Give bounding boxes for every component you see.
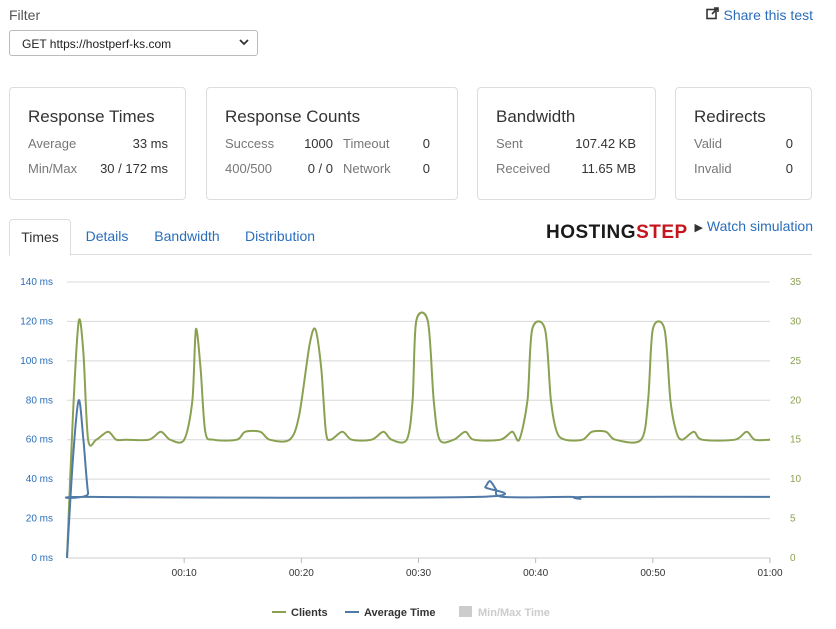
minmax-label: Min/Max [28,161,78,176]
endpoint-select-value: GET https://hostperf-ks.com [22,37,172,51]
y-left-tick-label: 0 ms [31,553,53,564]
bandwidth-card: Bandwidth Sent 107.42 KB Received 11.65 … [477,87,656,200]
sent-value: 107.42 KB [575,136,636,151]
received-label: Received [496,161,551,176]
response-time-chart: 0 ms 20 ms 40 ms 60 ms 80 ms 100 ms 120 ms 140 … [20,277,802,619]
watch-simulation-link[interactable]: ▶ Watch simulation [694,218,813,234]
y-right-tick-label: 25 [790,356,802,367]
average-time-series-line [64,399,771,559]
tab-distribution[interactable]: Distribution [244,228,316,244]
valid-label: Valid [694,136,722,151]
redirects-card: Redirects Valid 0 Invalid 0 [675,87,812,200]
y-left-tick-label: 120 ms [20,316,53,327]
card-title: Bandwidth [496,107,576,126]
y-right-tick-label: 0 [790,553,796,564]
legend-label: Min/Max Time [478,607,550,619]
tab-details[interactable]: Details [85,228,129,244]
response-counts-card: Response Counts Success 1000 Timeout 0 4… [206,87,458,200]
y-right-tick-label: 35 [790,277,802,288]
success-value: 1000 [304,136,333,151]
response-times-card: Response Times Average 33 ms Min/Max 30 … [9,87,186,200]
y-right-tick-label: 10 [790,474,802,485]
timeout-label: Timeout [343,136,390,151]
play-icon: ▶ [694,222,703,234]
y-left-tick-label: 80 ms [26,395,53,406]
card-title: Response Times [28,107,155,126]
filter-label: Filter [9,7,41,23]
average-value: 33 ms [132,136,168,151]
x-tick-label: 00:20 [289,568,314,579]
y-left-tick-label: 100 ms [20,356,53,367]
y-right-tick-label: 15 [790,435,802,446]
hostingstep-logo: HOSTINGSTEP [546,222,688,243]
legend-swatch [459,606,472,617]
valid-value: 0 [785,136,793,151]
x-tick-label: 01:00 [757,568,782,579]
chevron-down-icon [237,35,251,52]
legend-label: Clients [291,607,328,619]
network-label: Network [343,161,391,176]
watch-simulation-label: Watch simulation [706,218,813,234]
x-tick-label: 00:10 [172,568,197,579]
y-left-tick-label: 140 ms [20,277,53,288]
card-title: Redirects [694,107,766,126]
legend-item-min-max-time: Min/Max Time [459,606,550,619]
x-tick-label: 00:50 [640,568,665,579]
tab-bandwidth[interactable]: Bandwidth [154,228,220,244]
network-value: 0 [422,161,430,176]
invalid-value: 0 [785,161,793,176]
r400-value: 0 / 0 [307,161,333,176]
y-right-tick-label: 30 [790,316,802,327]
endpoint-select[interactable]: GET https://hostperf-ks.com [9,30,258,56]
y-right-tick-label: 5 [790,514,796,525]
received-value: 11.65 MB [581,161,636,176]
invalid-label: Invalid [694,161,732,176]
legend-label: Average Time [364,607,436,619]
legend-item-average-time: Average Time [345,607,436,619]
sent-label: Sent [496,136,523,151]
tab-times[interactable]: Times [9,219,71,256]
minmax-value: 30 / 172 ms [100,161,168,176]
y-left-tick-label: 60 ms [26,435,53,446]
average-label: Average [28,136,77,151]
y-left-tick-label: 20 ms [26,514,53,525]
share-link[interactable]: Share this test [705,7,814,23]
success-label: Success [225,136,275,151]
r400-label: 400/500 [225,161,272,176]
x-tick-label: 00:30 [406,568,431,579]
y-left-tick-label: 40 ms [26,474,53,485]
chart-tabs: Times Details Bandwidth Distribution [9,219,812,256]
clients-series-line [66,311,771,559]
legend-item-clients: Clients [272,607,328,619]
y-right-tick-label: 20 [790,395,802,406]
share-label: Share this test [723,7,814,23]
x-tick-label: 00:40 [523,568,548,579]
card-title: Response Counts [225,107,361,126]
timeout-value: 0 [422,136,430,151]
share-icon [705,7,719,23]
